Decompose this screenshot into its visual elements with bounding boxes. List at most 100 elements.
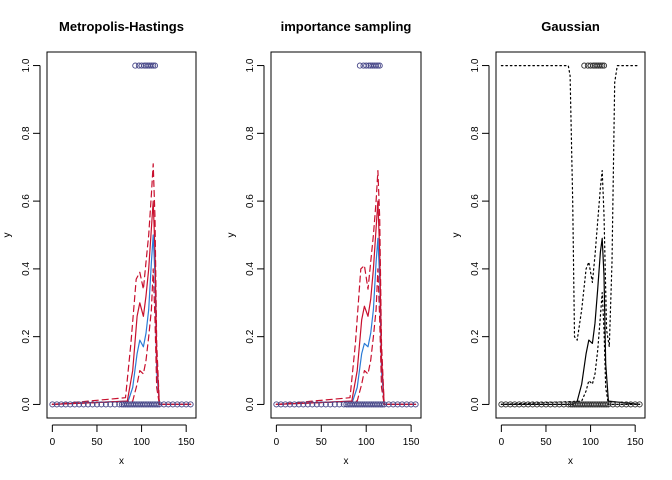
x-tick-label: 0 (50, 437, 56, 448)
x-tick-label: 150 (178, 437, 195, 448)
data-point (178, 401, 185, 408)
data-point (632, 401, 639, 408)
y-tick-label: 0.2 (470, 329, 481, 343)
data-point (304, 401, 311, 408)
series-line-solid (51, 200, 192, 405)
series-line-dashed (51, 268, 192, 405)
series-line-dotted (500, 292, 641, 405)
data-point (98, 401, 105, 408)
data-point (80, 401, 87, 408)
data-point (309, 401, 316, 408)
data-point (340, 401, 347, 408)
data-point (150, 62, 157, 69)
x-axis-label: x (119, 456, 124, 467)
data-point (516, 401, 523, 408)
data-point (618, 401, 625, 408)
data-point (597, 62, 604, 69)
series-line-solid (275, 237, 417, 405)
data-point (331, 401, 338, 408)
data-point (377, 401, 384, 408)
y-tick-label: 0.2 (245, 329, 256, 343)
data-point (295, 401, 302, 408)
data-point (556, 401, 563, 408)
data-point (84, 401, 92, 408)
x-tick-label: 50 (540, 437, 552, 448)
data-point (183, 401, 190, 408)
data-point (551, 401, 558, 408)
data-point (507, 401, 514, 408)
data-point (93, 401, 101, 408)
data-point (282, 401, 289, 408)
data-point (379, 401, 386, 408)
series-line-solid (275, 200, 417, 405)
data-point (116, 401, 123, 408)
data-point (67, 401, 74, 408)
data-point (390, 401, 397, 408)
series-line-dashed (275, 268, 417, 405)
data-point (542, 401, 550, 408)
data-point (627, 401, 634, 408)
data-point (403, 401, 410, 408)
x-tick-label: 150 (627, 437, 644, 448)
y-tick-label: 1.0 (21, 58, 32, 72)
plot-frame (270, 51, 422, 419)
data-point (49, 401, 56, 408)
x-tick-label: 100 (133, 437, 150, 448)
data-point (399, 401, 406, 408)
x-tick-label: 100 (358, 437, 375, 448)
x-tick-label: 150 (403, 437, 420, 448)
data-point (138, 62, 145, 69)
data-point (132, 62, 139, 69)
x-tick-label: 0 (274, 437, 280, 448)
data-point (394, 401, 401, 408)
data-point (53, 401, 60, 408)
data-point (599, 62, 606, 69)
data-point (533, 401, 541, 408)
data-point (373, 62, 380, 69)
data-point (187, 401, 194, 408)
y-tick-label: 0.8 (21, 126, 32, 140)
plot-frame (495, 51, 646, 419)
data-point (374, 62, 381, 69)
y-tick-label: 0.6 (21, 194, 32, 208)
y-tick-label: 0.6 (470, 194, 481, 208)
y-axis-label: y (2, 233, 13, 238)
x-tick-label: 100 (582, 437, 599, 448)
x-tick-label: 50 (316, 437, 328, 448)
data-point (603, 401, 610, 408)
data-point (313, 401, 320, 408)
chart-title: Metropolis-Hastings (59, 19, 184, 34)
chart-title: Gaussian (541, 19, 600, 34)
y-tick-label: 1.0 (245, 58, 256, 72)
y-axis-label: y (451, 233, 462, 238)
data-point (600, 62, 608, 69)
y-tick-label: 1.0 (470, 58, 481, 72)
data-point (102, 401, 109, 408)
data-point (154, 401, 161, 408)
data-point (520, 401, 527, 408)
data-point (623, 401, 630, 408)
data-point (529, 401, 536, 408)
data-point (408, 401, 415, 408)
series-line-dashed (275, 170, 417, 405)
data-point (376, 62, 383, 69)
x-axis-label: x (344, 456, 349, 467)
data-point (156, 401, 163, 408)
y-tick-label: 0.0 (245, 397, 256, 411)
y-tick-label: 0.4 (21, 262, 32, 276)
data-point (148, 62, 155, 69)
data-point (538, 401, 545, 408)
x-tick-label: 0 (499, 437, 505, 448)
data-point (76, 401, 83, 408)
data-point (587, 62, 594, 69)
series-line-solid (500, 237, 641, 405)
x-axis-label: x (568, 456, 573, 467)
data-point (356, 62, 363, 69)
series-line-dashed (51, 163, 192, 405)
data-point (385, 401, 392, 408)
data-point (498, 401, 505, 408)
y-tick-label: 0.6 (245, 194, 256, 208)
data-point (89, 401, 96, 408)
data-point (605, 401, 612, 408)
